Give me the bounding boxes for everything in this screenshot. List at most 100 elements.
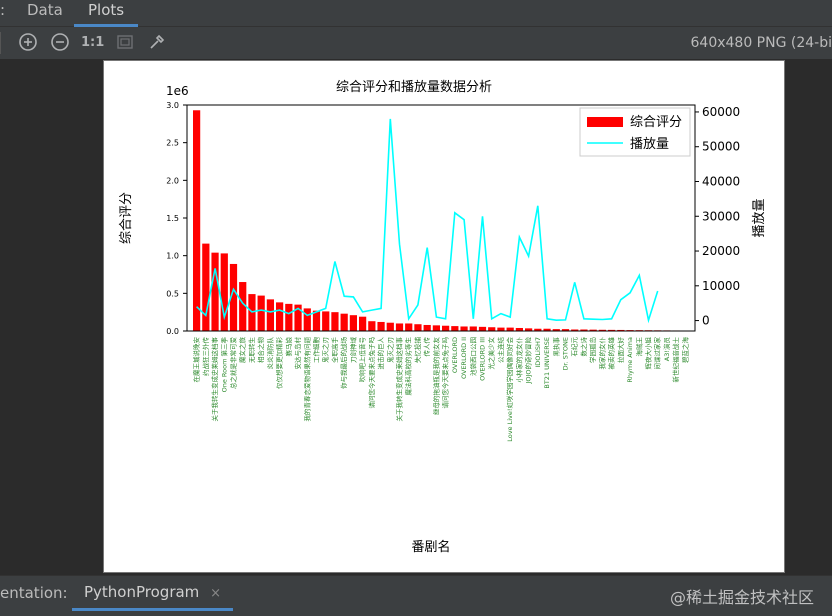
- left-axis-scale: 1e6: [166, 84, 189, 98]
- image-info: 640x480 PNG (24-bi: [691, 35, 832, 51]
- score-bar: [460, 326, 467, 331]
- zoom-out-icon[interactable]: [49, 32, 71, 54]
- toolbar-separator: [0, 32, 7, 54]
- zoom-in-icon[interactable]: [17, 32, 39, 54]
- x-tick-label: One Room 第三季: [219, 337, 228, 393]
- score-bar: [359, 317, 366, 331]
- x-tick-label: 石纪元: [570, 337, 579, 357]
- score-bar: [433, 325, 440, 331]
- score-bar: [405, 323, 412, 331]
- score-bar: [267, 299, 274, 331]
- x-tick-label: 新世纪福音战士: [671, 337, 680, 383]
- score-bar: [341, 314, 348, 331]
- x-tick-label: 我家的女仆: [597, 337, 606, 370]
- score-bar: [507, 328, 514, 331]
- score-bar: [304, 308, 311, 331]
- x-tick-label: 公主连结: [496, 337, 505, 364]
- x-tick-label: 失忆投捕: [413, 337, 422, 364]
- actual-size-button[interactable]: 1:1: [81, 32, 103, 54]
- x-tick-label: Rhyme Anima: [626, 337, 634, 383]
- tab-partial[interactable]: :: [0, 0, 5, 24]
- score-bar: [414, 324, 421, 331]
- x-tick-label: OVERLORD III: [479, 337, 487, 381]
- x-tick-label: 进击的巨人: [376, 337, 385, 370]
- right-tick-label: 60000: [702, 105, 740, 119]
- x-tick-label: 继母的拖油瓶是我的前女友: [431, 337, 440, 416]
- x-tick-label: 小林家的龙女仆: [514, 337, 523, 383]
- x-tick-label: 总之就是非常可爱: [229, 337, 238, 390]
- x-tick-label: 关于我转生变成史莱姆这档事: [395, 337, 404, 422]
- score-bar: [350, 315, 357, 331]
- chart-title: 综合评分和播放量数据分析: [336, 80, 492, 95]
- legend-score-label: 综合评分: [630, 115, 682, 130]
- x-tick-label: 拉面大好: [616, 337, 625, 364]
- score-bar: [368, 321, 375, 331]
- x-tick-label: 鬼灭之刃: [385, 337, 394, 363]
- x-tick-label: 约战狂三外传: [201, 337, 210, 377]
- x-tick-label: 传人传: [422, 337, 431, 357]
- x-tick-label: 辉夜大小姐: [644, 337, 653, 370]
- right-tick-label: 20000: [702, 244, 740, 258]
- y-axis-left-label: 综合评分: [119, 192, 134, 244]
- score-bar: [387, 323, 394, 331]
- score-bar: [331, 312, 338, 331]
- x-tick-label: 鬼灭之刃: [321, 337, 330, 363]
- score-bar: [424, 325, 431, 331]
- tab-data[interactable]: Data: [27, 0, 63, 24]
- x-tick-label: A3!演员: [662, 337, 671, 362]
- score-bar: [497, 328, 504, 331]
- x-tick-label: 赛马娘: [284, 337, 293, 357]
- x-tick-label: 全职高手: [330, 337, 339, 364]
- x-tick-label: 工作细胞: [312, 337, 321, 364]
- tab-bar: : Data Plots: [0, 0, 832, 27]
- score-bar: [377, 322, 384, 331]
- x-tick-label: 关于我转生变成史莱姆这档事: [210, 337, 219, 422]
- right-tick-label: 50000: [702, 140, 740, 154]
- x-tick-label: 被卖的英雄: [607, 336, 616, 369]
- score-bar: [470, 326, 477, 331]
- tab-plots[interactable]: Plots: [74, 0, 138, 27]
- left-tick-label: 2.5: [166, 139, 179, 148]
- legend: 综合评分 播放量: [580, 108, 690, 156]
- chart-svg: 综合评分和播放量数据分析 1e6 0.00.51.01.52.02.53.0 0…: [104, 61, 784, 572]
- legend-score-swatch: [587, 117, 623, 127]
- right-tick-label: 10000: [702, 279, 740, 293]
- x-tick-label: 炎炎消防队: [265, 337, 274, 370]
- legend-plays-label: 播放量: [630, 137, 669, 152]
- score-bar: [451, 326, 458, 331]
- x-tick-label: 安达与岛村: [293, 337, 302, 370]
- x-tick-label: 数之诗: [579, 337, 588, 357]
- x-tick-label: 请问您今天要来点兔子吗: [367, 337, 376, 409]
- x-tick-label: 在魔王城说晚安: [192, 337, 201, 383]
- right-tick-label: 40000: [702, 174, 740, 188]
- right-tick-label: 30000: [702, 209, 740, 223]
- color-picker-icon[interactable]: [146, 32, 168, 54]
- fit-window-icon[interactable]: [114, 32, 136, 54]
- x-tick-label: 海贼王: [634, 337, 643, 357]
- bottom-label: entation:: [0, 584, 68, 602]
- python-program-tab-label: PythonProgram: [84, 583, 199, 601]
- python-program-tab[interactable]: PythonProgram ×: [72, 576, 233, 611]
- x-tick-label: 池袋西口公园: [468, 337, 477, 376]
- x-tick-label: Love Live!虹咲学园学园偶像同好会: [505, 337, 514, 442]
- score-bar: [479, 327, 486, 331]
- left-tick-label: 0.0: [166, 327, 179, 336]
- x-tick-label: 刀剑神域: [348, 337, 357, 364]
- x-tick-label: 光之美少女: [487, 337, 496, 370]
- x-tick-label: Dr. STONE: [562, 337, 570, 370]
- left-tick-label: 0.5: [166, 289, 179, 298]
- x-tick-label: 相合之物: [256, 337, 265, 364]
- x-tick-label: 请问您今天要来点兔子吗: [441, 337, 450, 409]
- x-tick-label: 间谍过家家: [653, 337, 662, 370]
- close-icon[interactable]: ×: [210, 586, 221, 601]
- x-tick-label: 魔法科高校的劣等生: [404, 337, 413, 396]
- x-axis-label: 番剧名: [411, 539, 450, 555]
- x-tick-label: 学园孤岛: [588, 337, 597, 363]
- score-bar: [193, 110, 200, 331]
- x-tick-label: 黑执事: [551, 337, 560, 357]
- score-bar: [488, 327, 495, 331]
- x-tick-label: 仅仅想要更加精彩: [275, 337, 284, 390]
- x-tick-label: OVERLORD II: [460, 337, 468, 379]
- x-tick-label: OVERLORD: [451, 337, 459, 373]
